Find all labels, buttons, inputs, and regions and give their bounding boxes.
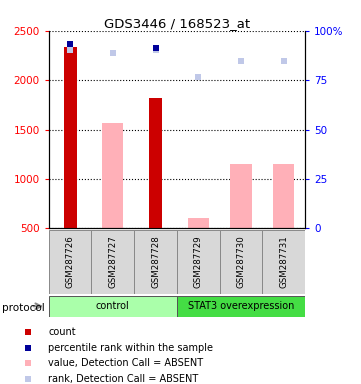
Text: count: count [48,327,76,337]
Bar [230,164,252,228]
Bar [177,230,219,294]
Text: value, Detection Call = ABSENT: value, Detection Call = ABSENT [48,358,204,368]
Text: percentile rank within the sample: percentile rank within the sample [48,343,213,353]
Text: control: control [96,301,130,311]
Text: GSM287726: GSM287726 [66,236,75,288]
Bar [188,218,209,228]
Text: GSM287727: GSM287727 [108,236,117,288]
Text: GSM287731: GSM287731 [279,236,288,288]
Text: protocol: protocol [2,303,44,313]
Bar [219,230,262,294]
Text: STAT3 overexpression: STAT3 overexpression [188,301,294,311]
Text: rank, Detection Call = ABSENT: rank, Detection Call = ABSENT [48,374,199,384]
Bar [134,230,177,294]
Bar [149,98,162,228]
Bar [64,46,77,228]
Title: GDS3446 / 168523_at: GDS3446 / 168523_at [104,17,250,30]
Bar [91,230,134,294]
Text: GSM287728: GSM287728 [151,236,160,288]
Bar [262,230,305,294]
Text: GSM287729: GSM287729 [194,236,203,288]
Bar [49,230,91,294]
Bar [273,164,294,228]
Bar [49,296,177,317]
Text: GSM287730: GSM287730 [236,236,245,288]
Bar [102,122,123,228]
Bar [177,296,305,317]
